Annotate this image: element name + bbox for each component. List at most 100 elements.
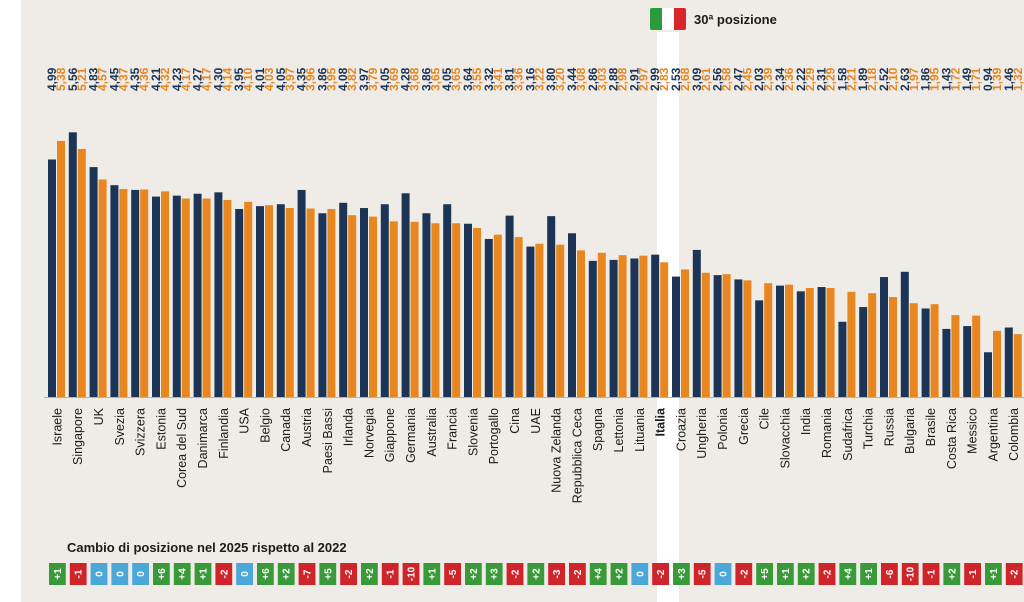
data-label-2025: 3,96 — [304, 67, 318, 91]
position-change-label: -1 — [927, 569, 938, 578]
data-label-2025: 1,32 — [1011, 67, 1024, 91]
position-change-label: 0 — [115, 571, 126, 577]
bar-2022 — [796, 291, 805, 397]
italian-flag-icon — [650, 8, 686, 30]
position-change-badge — [777, 563, 794, 585]
data-label-2022: 3,97 — [357, 67, 371, 91]
position-change-label: +1 — [427, 568, 438, 580]
data-label-2022: 4,21 — [149, 67, 163, 91]
data-label-2025: 3,82 — [345, 67, 359, 91]
data-label-2022: 2,03 — [752, 67, 766, 91]
position-change-badge — [402, 563, 420, 585]
data-label-2025: 3,36 — [512, 67, 526, 91]
data-label-2025: 2,68 — [678, 67, 692, 91]
data-label-2025: 4,10 — [241, 67, 255, 91]
bar-2022 — [505, 215, 514, 397]
data-label-2022: 4,08 — [336, 67, 350, 91]
bar-2022 — [152, 196, 160, 397]
position-change-label: +2 — [365, 568, 376, 580]
position-change-badge — [1005, 563, 1023, 585]
category-label: Portogallo — [487, 408, 501, 464]
bar-2022 — [380, 204, 389, 397]
category-label: Ungheria — [695, 408, 709, 459]
data-label-2022: 2,86 — [586, 67, 600, 91]
category-label: Finlandia — [217, 408, 231, 459]
data-label-2022: 4,05 — [378, 67, 392, 91]
bar-2022 — [630, 258, 639, 397]
data-label-2025: 2,45 — [740, 67, 754, 91]
position-change-label: +1 — [53, 568, 64, 580]
position-change-badge — [922, 563, 940, 585]
category-label: Romania — [820, 408, 834, 458]
bar-2022 — [193, 193, 202, 397]
data-label-2022: 3,86 — [419, 67, 433, 91]
position-change-badge — [673, 563, 690, 585]
data-label-2025: 1,72 — [948, 67, 962, 91]
category-label: Cile — [758, 408, 772, 430]
bar-2025 — [452, 223, 461, 397]
position-change-badge — [381, 563, 399, 585]
data-label-2022: 2,56 — [711, 67, 725, 91]
bar-2025 — [951, 315, 960, 397]
bar-2025 — [930, 304, 939, 397]
data-label-2022: 2,31 — [815, 67, 829, 91]
bar-2025 — [327, 208, 336, 397]
data-label-2025: 2,61 — [699, 67, 713, 91]
data-label-2022: 3,44 — [565, 67, 579, 91]
data-label-2025: 2,10 — [886, 67, 900, 91]
data-label-2022: 0,94 — [981, 67, 995, 91]
bar-2022 — [1004, 327, 1013, 397]
category-label: Repubblica Ceca — [570, 408, 584, 503]
bar-2025 — [639, 255, 648, 397]
bar-2022 — [672, 276, 680, 397]
bar-2022 — [859, 307, 868, 397]
position-change-badge — [361, 563, 378, 585]
position-change-label: +3 — [677, 568, 688, 580]
data-label-2025: 3,97 — [283, 67, 297, 91]
position-change-label: 0 — [635, 571, 646, 577]
data-label-2025: 3,41 — [491, 67, 505, 91]
position-change-badge — [527, 563, 545, 585]
bar-2025 — [597, 252, 606, 397]
position-change-label: -6 — [885, 569, 896, 578]
bar-2025 — [244, 201, 253, 397]
data-label-2022: 3,32 — [482, 67, 496, 91]
position-change-label: 0 — [240, 571, 251, 577]
data-label-2025: 2,39 — [761, 67, 775, 91]
bar-2025 — [98, 179, 107, 397]
data-label-2022: 1,49 — [960, 67, 974, 91]
data-label-2022: 2,34 — [773, 67, 787, 91]
position-change-badge — [340, 563, 357, 585]
position-change-label: +2 — [615, 568, 626, 580]
data-label-2022: 2,52 — [877, 67, 891, 91]
position-change-label: +2 — [531, 568, 542, 580]
data-label-2025: 2,58 — [720, 67, 734, 91]
category-label: Argentina — [986, 408, 1000, 462]
data-label-2025: 3,08 — [574, 67, 588, 91]
bar-2022 — [443, 204, 452, 397]
position-change-label: +2 — [802, 568, 813, 580]
data-label-2022: 2,99 — [648, 67, 662, 91]
bar-2022 — [568, 233, 576, 397]
bar-2022 — [900, 271, 909, 397]
category-label: Svezia — [113, 408, 127, 446]
bar-2022 — [838, 321, 847, 397]
data-label-2025: 3,65 — [428, 67, 442, 91]
category-label: Colombia — [1007, 408, 1021, 461]
bar-2025 — [972, 315, 981, 397]
category-label: Danimarca — [196, 408, 210, 468]
data-label-2022: 4,05 — [274, 67, 288, 91]
bar-2025 — [618, 255, 627, 397]
position-change-label: +2 — [947, 568, 958, 580]
data-label-2025: 1,95 — [928, 67, 942, 91]
bar-2022 — [276, 204, 285, 397]
bar-2025 — [743, 280, 752, 397]
position-change-label: -10 — [906, 566, 917, 581]
position-change-badge — [652, 563, 669, 585]
data-label-2022: 4,99 — [45, 67, 59, 91]
data-label-2025: 2,97 — [636, 67, 650, 91]
data-label-2022: 1,58 — [835, 67, 849, 91]
bar-2022 — [48, 159, 56, 397]
bar-2025 — [847, 291, 856, 397]
bar-2025 — [389, 221, 398, 397]
